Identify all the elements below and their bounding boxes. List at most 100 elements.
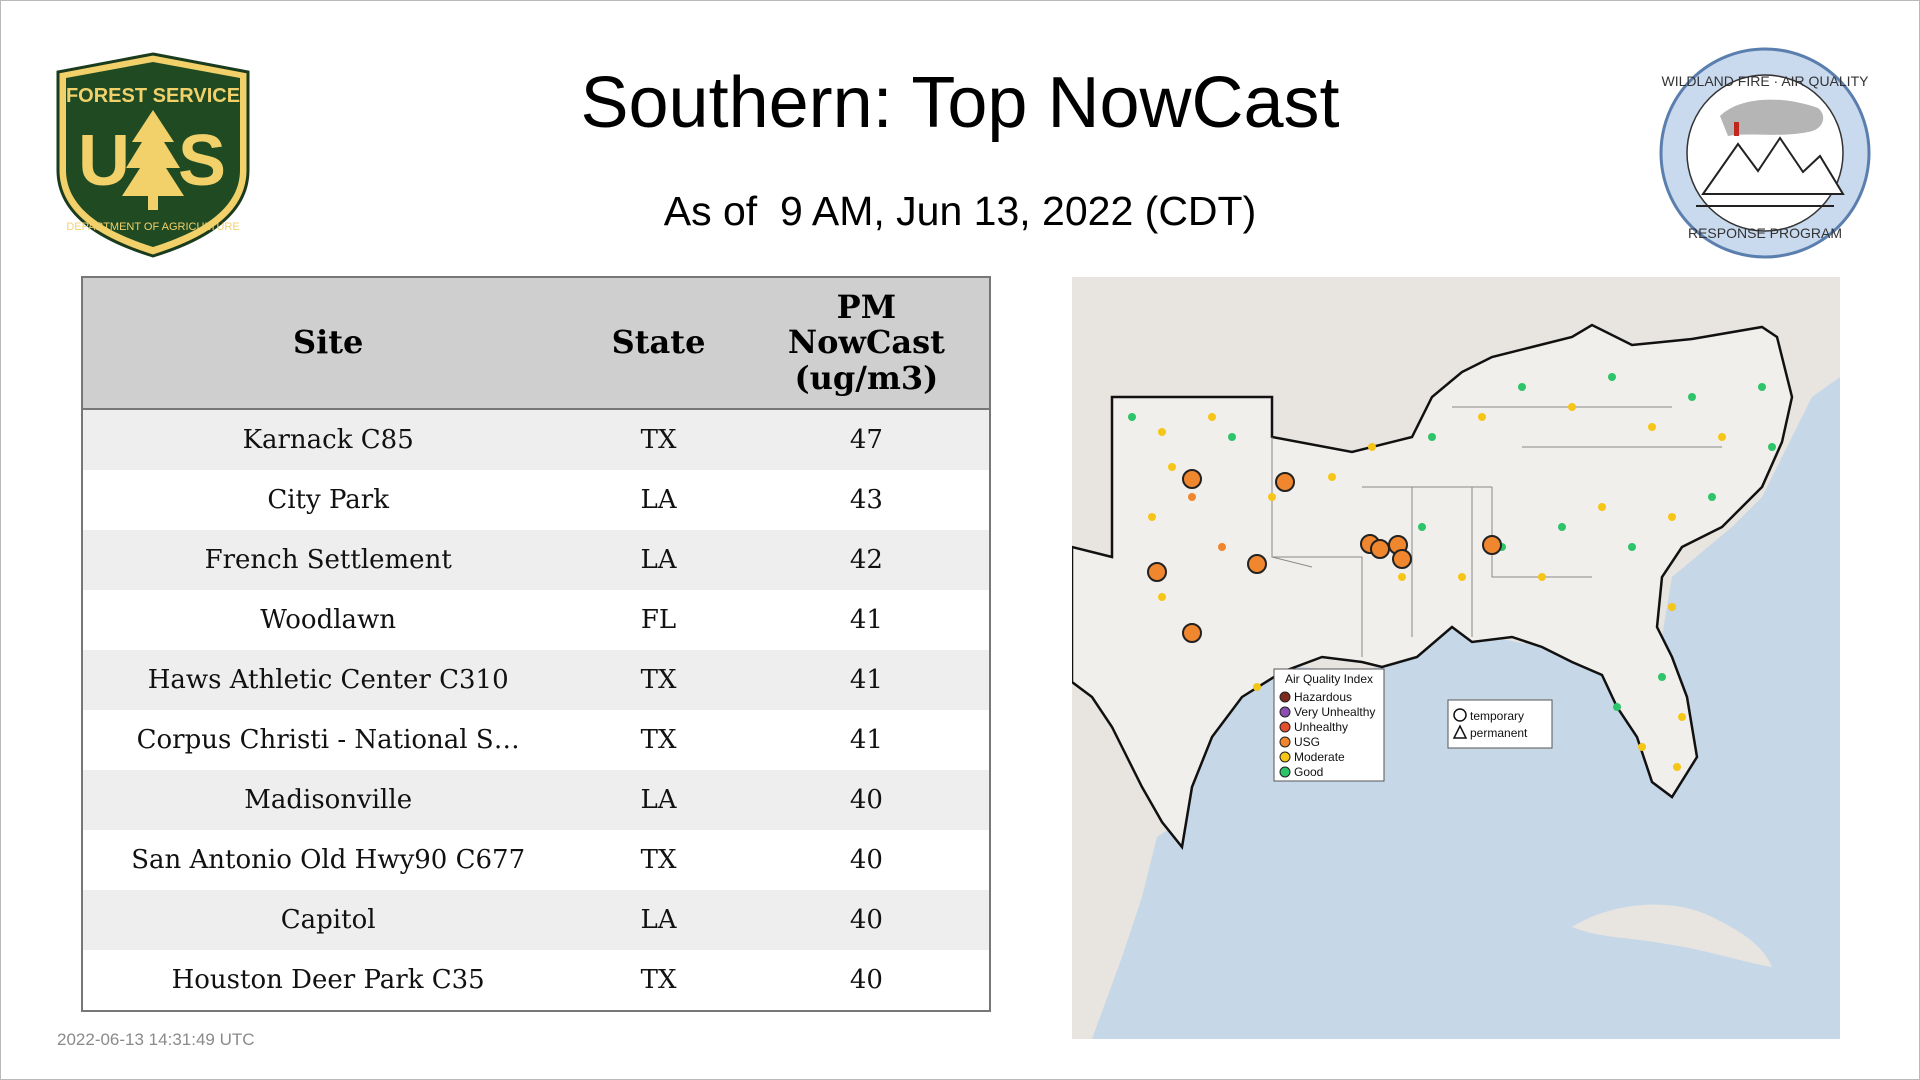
site-marker-good bbox=[1613, 703, 1621, 711]
cell-site: Haws Athletic Center C310 bbox=[82, 650, 574, 710]
legend-label-permanent: permanent bbox=[1470, 726, 1528, 740]
cell-value: 40 bbox=[743, 950, 990, 1011]
site-marker-moderate bbox=[1158, 593, 1166, 601]
cell-value: 41 bbox=[743, 650, 990, 710]
cell-site: Woodlawn bbox=[82, 590, 574, 650]
very-unhealthy-swatch-icon bbox=[1279, 706, 1291, 718]
site-marker-usg-large bbox=[1182, 469, 1202, 489]
legend-title: Air Quality Index bbox=[1285, 672, 1373, 686]
site-marker-moderate bbox=[1638, 743, 1646, 751]
cell-value: 43 bbox=[743, 470, 990, 530]
site-marker-usg-large bbox=[1482, 535, 1502, 555]
cell-value: 47 bbox=[743, 409, 990, 470]
cell-state: LA bbox=[573, 530, 744, 590]
site-marker-moderate bbox=[1668, 603, 1676, 611]
page-subtitle: As of 9 AM, Jun 13, 2022 (CDT) bbox=[663, 188, 1257, 234]
site-marker-usg bbox=[1218, 543, 1226, 551]
cell-site: Capitol bbox=[82, 890, 574, 950]
usg-swatch-icon bbox=[1279, 736, 1291, 748]
table-row: Woodlawn FL 41 bbox=[82, 590, 990, 650]
page-title: Southern: Top NowCast bbox=[580, 63, 1340, 143]
legend-label: Good bbox=[1294, 765, 1323, 779]
site-marker-moderate bbox=[1648, 423, 1656, 431]
site-marker-moderate bbox=[1253, 683, 1261, 691]
cell-state: LA bbox=[573, 470, 744, 530]
cell-state: LA bbox=[573, 890, 744, 950]
site-marker-moderate bbox=[1168, 463, 1176, 471]
site-marker-good bbox=[1628, 543, 1636, 551]
moderate-swatch-icon bbox=[1279, 751, 1291, 763]
table-row: Haws Athletic Center C310 TX 41 bbox=[82, 650, 990, 710]
cell-site: Karnack C85 bbox=[82, 409, 574, 470]
cell-site: San Antonio Old Hwy90 C677 bbox=[82, 830, 574, 890]
hazardous-swatch-icon bbox=[1279, 691, 1291, 703]
site-marker-moderate bbox=[1718, 433, 1726, 441]
header-pm-line: (ug/m3) bbox=[794, 358, 939, 397]
site-marker-moderate bbox=[1328, 473, 1336, 481]
site-marker-good bbox=[1758, 383, 1766, 391]
cell-site: Madisonville bbox=[82, 770, 574, 830]
legend-item: Good bbox=[1279, 765, 1323, 779]
site-marker-usg-large bbox=[1147, 562, 1167, 582]
site-marker-good bbox=[1228, 433, 1236, 441]
table-row: Karnack C85 TX 47 bbox=[82, 409, 990, 470]
site-marker-good bbox=[1418, 523, 1426, 531]
cell-value: 40 bbox=[743, 770, 990, 830]
aqi-map: Air Quality Index Hazardous Very Unhealt… bbox=[1072, 277, 1840, 1039]
table-row: City Park LA 43 bbox=[82, 470, 990, 530]
svg-text:S: S bbox=[178, 121, 226, 201]
cell-site: Houston Deer Park C35 bbox=[82, 950, 574, 1011]
site-marker-usg-large bbox=[1247, 554, 1267, 574]
cell-site: City Park bbox=[82, 470, 574, 530]
table-row: Capitol LA 40 bbox=[82, 890, 990, 950]
table-row: San Antonio Old Hwy90 C677 TX 40 bbox=[82, 830, 990, 890]
svg-text:U: U bbox=[78, 121, 130, 201]
cell-site: Corpus Christi - National S… bbox=[82, 710, 574, 770]
map-cuba bbox=[1572, 904, 1772, 967]
site-marker-moderate bbox=[1538, 573, 1546, 581]
site-marker-moderate bbox=[1598, 503, 1606, 511]
site-marker-usg-large bbox=[1275, 472, 1295, 492]
cell-state: TX bbox=[573, 830, 744, 890]
legend-item: Moderate bbox=[1279, 750, 1345, 764]
table-row: Madisonville LA 40 bbox=[82, 770, 990, 830]
legend-label: Unhealthy bbox=[1294, 720, 1348, 734]
site-marker-good bbox=[1688, 393, 1696, 401]
site-marker-good bbox=[1128, 413, 1136, 421]
timestamp: 2022-06-13 14:31:49 UTC bbox=[57, 1030, 255, 1049]
site-marker-moderate bbox=[1368, 443, 1376, 451]
header-site: Site bbox=[82, 277, 574, 410]
table-header-row: Site State PM NowCast (ug/m3) bbox=[82, 277, 990, 410]
header-pm-line: NowCast bbox=[787, 323, 945, 362]
region-outline bbox=[1072, 323, 1794, 850]
table-row: Corpus Christi - National S… TX 41 bbox=[82, 710, 990, 770]
site-marker-good bbox=[1708, 493, 1716, 501]
legend-label: Hazardous bbox=[1294, 690, 1352, 704]
site-marker-moderate bbox=[1148, 513, 1156, 521]
nowcast-table: Site State PM NowCast (ug/m3) Karnack C8… bbox=[81, 276, 991, 1012]
legend-item: Unhealthy bbox=[1279, 720, 1348, 734]
triangle-icon bbox=[1452, 724, 1468, 739]
site-marker-moderate bbox=[1673, 763, 1681, 771]
header-state: State bbox=[573, 277, 744, 410]
table-row: French Settlement LA 42 bbox=[82, 530, 990, 590]
legend-label: Very Unhealthy bbox=[1294, 705, 1375, 719]
site-marker-usg bbox=[1188, 493, 1196, 501]
cell-state: TX bbox=[573, 950, 744, 1011]
table-row: Houston Deer Park C35 TX 40 bbox=[82, 950, 990, 1011]
wildland-fire-logo: WILDLAND FIRE · AIR QUALITY RESPONSE PRO… bbox=[1659, 47, 1871, 259]
forest-service-logo: FOREST SERVICE U S DEPARTMENT OF AGRICUL… bbox=[56, 52, 250, 258]
legend-item: Very Unhealthy bbox=[1279, 705, 1375, 719]
svg-text:DEPARTMENT OF AGRICULTURE: DEPARTMENT OF AGRICULTURE bbox=[66, 221, 239, 233]
shape-legend: temporary permanent bbox=[1447, 699, 1553, 749]
site-marker-usg-large bbox=[1392, 549, 1412, 569]
site-marker-moderate bbox=[1158, 428, 1166, 436]
site-marker-moderate bbox=[1458, 573, 1466, 581]
state-lines bbox=[1271, 406, 1722, 657]
site-marker-moderate bbox=[1268, 493, 1276, 501]
site-marker-good bbox=[1558, 523, 1566, 531]
legend-item: Hazardous bbox=[1279, 690, 1352, 704]
site-markers bbox=[1128, 373, 1776, 771]
good-swatch-icon bbox=[1279, 766, 1291, 778]
cell-state: TX bbox=[573, 409, 744, 470]
